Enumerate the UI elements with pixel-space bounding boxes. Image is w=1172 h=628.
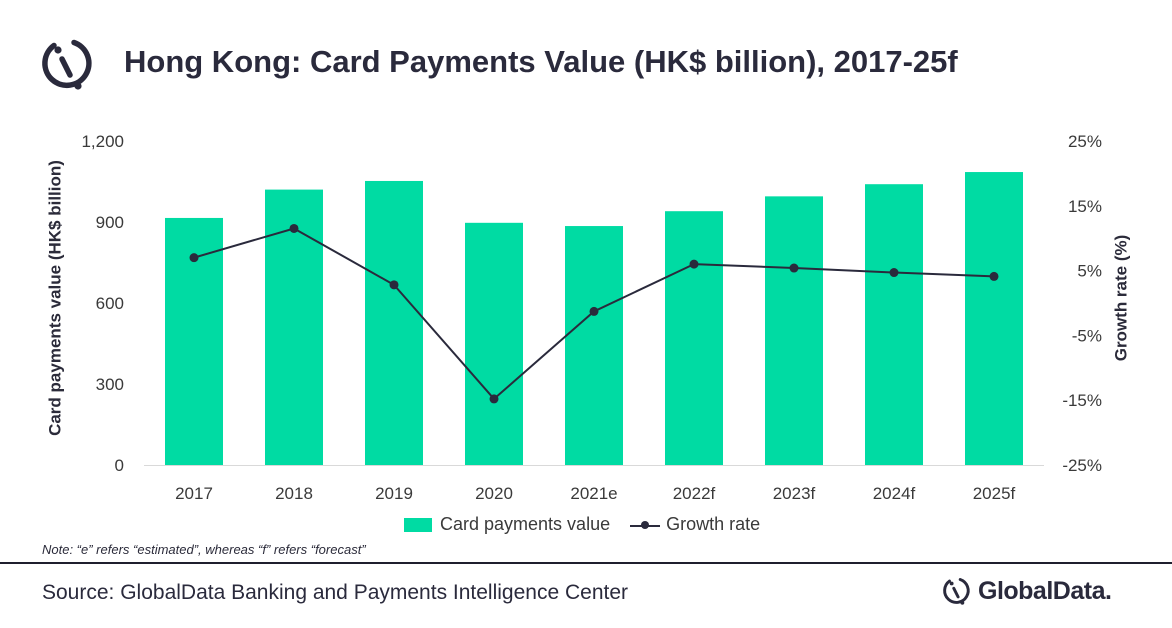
footer-divider — [0, 562, 1172, 564]
y2-tick-label: -5% — [1072, 326, 1102, 345]
growth-point-2025f — [989, 271, 999, 281]
brand-name: GlobalData. — [978, 576, 1112, 605]
x-tick-label: 2018 — [275, 484, 313, 503]
x-tick-label: 2020 — [475, 484, 513, 503]
chart-legend: Card payments value Growth rate — [404, 514, 760, 535]
legend-line-marker — [630, 518, 661, 532]
growth-point-2017 — [189, 253, 199, 263]
y-tick-label: 300 — [96, 375, 124, 394]
x-tick-label: 2021e — [570, 484, 617, 503]
y-tick-label: 1,200 — [81, 132, 124, 151]
globaldata-brand-icon — [943, 578, 970, 605]
bar-2021e — [565, 226, 623, 465]
growth-point-2023f — [789, 263, 799, 273]
growth-point-2020 — [489, 394, 499, 404]
x-tick-label: 2025f — [973, 484, 1016, 503]
y2-tick-label: -25% — [1062, 456, 1102, 475]
chart-axes: 2017 2018 2019 2020 2021e 2022f 2023f 2024f 2025… — [81, 132, 1102, 503]
bar-2018 — [265, 189, 323, 465]
source-text: Source: GlobalData Banking and Payments … — [42, 581, 629, 604]
growth-point-2024f — [889, 268, 899, 278]
chart-title: Hong Kong: Card Payments Value (HK$ bill… — [124, 44, 958, 79]
combo-chart: 2017 2018 2019 2020 2021e 2022f 2023f 2024f 2025… — [45, 132, 1130, 503]
x-tick-label: 2024f — [873, 484, 916, 503]
y-tick-label: 0 — [115, 456, 124, 475]
bar-2020 — [465, 222, 523, 465]
bar-2023f — [765, 196, 823, 465]
bar-2019 — [365, 180, 423, 465]
growth-point-2022f — [689, 259, 699, 269]
growth-point-2019 — [389, 280, 399, 290]
y-tick-label: 600 — [96, 294, 124, 313]
bar-2022f — [665, 211, 723, 465]
x-tick-label: 2023f — [773, 484, 816, 503]
y2-tick-label: 15% — [1068, 197, 1102, 216]
y2-tick-label: -15% — [1062, 391, 1102, 410]
x-tick-label: 2022f — [673, 484, 716, 503]
y2-tick-label: 5% — [1077, 262, 1102, 281]
y-axis-title: Card payments value (HK$ billion) — [45, 160, 64, 436]
chart-note: Note: “e” refers “estimated”, whereas “f… — [42, 542, 366, 557]
bar-2025f — [965, 172, 1023, 466]
bar-2024f — [865, 184, 923, 465]
legend-label-growth-rate: Growth rate — [666, 514, 761, 534]
bar-series — [165, 172, 1023, 466]
growth-point-2021e — [589, 306, 599, 316]
y-tick-label: 900 — [96, 213, 124, 232]
line-series — [189, 223, 999, 404]
brand-logo: GlobalData. — [942, 576, 1112, 606]
x-tick-label: 2017 — [175, 484, 213, 503]
legend-label-card-payments: Card payments value — [440, 514, 611, 534]
y2-tick-label: 25% — [1068, 132, 1102, 151]
x-tick-label: 2019 — [375, 484, 413, 503]
growth-point-2018 — [289, 223, 299, 233]
globaldata-logo-icon — [42, 39, 92, 90]
legend-bar-swatch — [404, 517, 432, 532]
y2-axis-title: Growth rate (%) — [1111, 235, 1130, 362]
